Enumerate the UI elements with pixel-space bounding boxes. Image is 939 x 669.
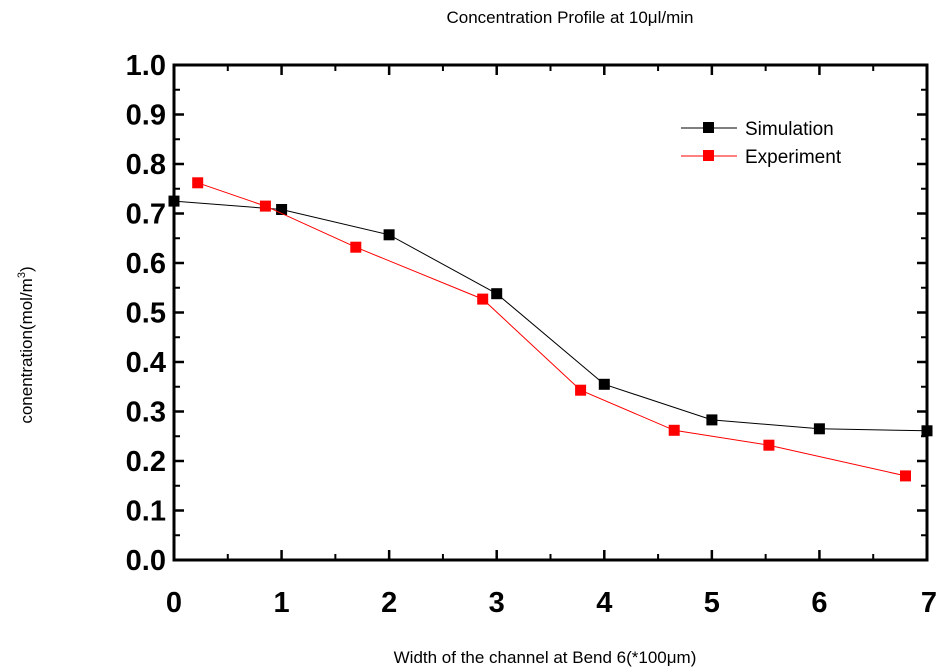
y-tick-label: 1.0 xyxy=(126,50,166,82)
x-tick-label: 3 xyxy=(489,587,505,619)
x-tick-label: 2 xyxy=(381,587,397,619)
legend: Simulation Experiment xyxy=(681,119,842,168)
chart-title: Concentration Profile at 10μl/min xyxy=(447,8,694,27)
data-point-simulation xyxy=(813,423,825,435)
data-point-simulation xyxy=(491,288,503,300)
x-axis-label: Width of the channel at Bend 6(*100μm) xyxy=(394,648,697,667)
data-point-simulation xyxy=(276,204,288,215)
y-axis-label-superscript: 3 xyxy=(16,272,28,278)
data-point-experiment xyxy=(259,200,271,212)
legend-marker-simulation xyxy=(703,122,714,133)
x-tick-label: 6 xyxy=(811,587,827,619)
y-axis-label-main: conentration(mol/m xyxy=(17,278,36,424)
y-axis-label-tail: ) xyxy=(17,266,36,272)
y-tick-label: 0.7 xyxy=(126,199,166,231)
series-line-experiment xyxy=(197,182,906,477)
y-tick-label: 0.0 xyxy=(126,545,166,577)
data-point-simulation xyxy=(706,414,718,426)
series-layer xyxy=(168,177,933,482)
data-point-simulation xyxy=(168,195,180,207)
x-tick-label: 5 xyxy=(704,587,720,619)
data-point-experiment xyxy=(192,177,204,189)
series-line-simulation xyxy=(173,200,928,432)
data-point-simulation xyxy=(921,425,933,437)
x-axis-ticks: 0 1 2 3 4 5 6 7 xyxy=(166,65,937,619)
y-axis-label: conentration(mol/m3) xyxy=(16,266,36,423)
data-point-experiment xyxy=(668,424,680,436)
legend-label-simulation: Simulation xyxy=(745,119,834,140)
legend-entry-simulation: Simulation xyxy=(681,119,834,140)
data-point-simulation xyxy=(598,378,610,390)
x-tick-label: 1 xyxy=(274,587,290,619)
data-point-experiment xyxy=(575,384,587,396)
y-tick-label: 0.3 xyxy=(126,397,166,429)
y-tick-label: 0.4 xyxy=(126,347,166,379)
data-point-experiment xyxy=(900,470,911,482)
data-point-experiment xyxy=(350,241,362,253)
y-tick-label: 0.6 xyxy=(126,248,166,280)
y-axis-ticks: 0.0 0.1 0.2 0.3 0.4 0.5 0.6 0.7 0.8 0.9 1.0 xyxy=(126,50,927,577)
data-point-experiment xyxy=(477,293,489,305)
y-tick-label: 0.2 xyxy=(126,446,166,478)
y-tick-label: 0.8 xyxy=(126,149,166,181)
legend-label-experiment: Experiment xyxy=(745,147,842,168)
data-point-simulation xyxy=(383,229,395,241)
x-tick-label: 0 xyxy=(166,587,182,619)
data-point-experiment xyxy=(763,439,775,451)
x-tick-label: 7 xyxy=(921,587,937,619)
legend-marker-experiment xyxy=(703,150,714,161)
x-tick-label: 4 xyxy=(596,587,612,619)
y-tick-label: 0.1 xyxy=(126,496,166,528)
y-tick-label: 0.9 xyxy=(126,100,166,132)
y-tick-label: 0.5 xyxy=(126,298,166,330)
legend-entry-experiment: Experiment xyxy=(681,147,842,168)
